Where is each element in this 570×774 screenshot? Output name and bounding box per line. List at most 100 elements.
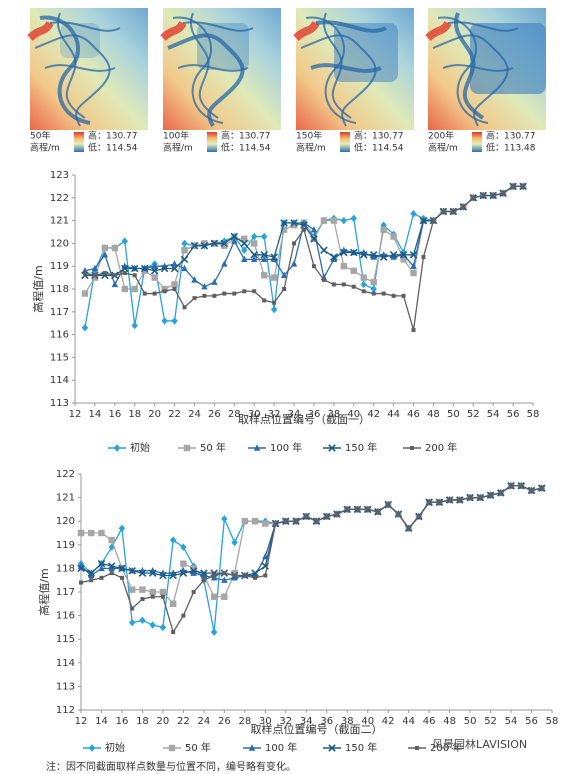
marker [539,486,544,491]
marker [231,538,238,547]
map-river [432,34,509,127]
marker [108,564,115,572]
marker [91,264,99,272]
marker [131,321,138,330]
marker [160,264,169,273]
marker [360,274,367,281]
marker [159,588,167,596]
marker [119,575,124,580]
x-tick-label: 14 [95,716,108,727]
legend-label: 初始 [130,441,150,454]
marker [81,324,89,332]
marker [361,289,366,294]
map-unit: 高程/m [428,142,458,154]
marker [221,242,228,249]
y-tick-label: 121 [56,493,75,504]
x-tick-label: 28 [238,716,251,727]
y-axis-label: 高程值/m [37,568,51,615]
marker [350,214,357,223]
y-tick-label: 123 [50,170,69,181]
x-tick-label: 38 [328,409,341,420]
marker [350,248,358,257]
marker [140,264,149,273]
legend-label: 150 年 [345,441,377,454]
marker [162,289,167,294]
marker [210,239,219,248]
x-tick-label: 34 [300,716,313,727]
line-chart: 112 113 114 115 116 117 118 119 120 121 122 12 14 16 1… [37,469,558,754]
marker [152,291,157,296]
y-tick-label: 114 [50,375,69,386]
marker [270,274,278,281]
series-line [81,485,542,606]
marker [381,291,386,296]
marker [280,219,288,227]
marker [99,575,104,580]
marker [92,273,97,278]
marker [169,571,177,580]
marker [221,576,228,583]
marker [251,232,258,241]
legend-label: 200 年 [425,441,457,454]
map-coast [425,20,452,41]
marker [220,239,229,248]
marker [190,241,199,250]
series-line [84,185,524,331]
map-river [34,34,111,127]
marker [221,515,228,523]
x-tick-label: 48 [427,409,440,420]
x-tick-label: 48 [443,716,456,727]
marker [131,285,138,293]
legend-marker [168,744,176,752]
marker [179,569,188,577]
marker [251,255,258,263]
marker [150,594,155,599]
y-tick-label: 118 [56,563,75,574]
marker [151,262,158,269]
marker [262,520,269,527]
y-tick-label: 113 [50,398,69,409]
legend-marker [410,446,414,450]
legend-marker [415,746,419,750]
marker [365,507,370,512]
map-river [167,33,245,127]
marker [360,280,367,289]
y-tick-label: 116 [56,611,75,622]
x-tick-label: 34 [288,409,301,420]
map-label: 100年 [163,130,189,142]
marker [201,578,206,583]
marker [250,251,258,259]
map-high: 高：130.77 [354,130,404,142]
series-line [80,485,542,633]
map-unit: 高程/m [30,142,60,154]
marker [410,262,417,269]
marker [172,287,177,291]
marker [130,606,135,611]
marker [132,273,137,278]
x-tick-label: 40 [361,716,374,727]
marker [161,317,168,325]
y-tick-label: 117 [50,307,69,318]
series-line [84,185,524,294]
marker [102,271,107,276]
marker [272,300,277,305]
marker [311,264,316,269]
x-tick-label: 24 [188,409,201,420]
marker [89,578,94,583]
y-tick-label: 116 [50,330,69,341]
legend-marker [88,744,96,752]
marker [330,253,338,261]
x-axis-label: 取样点位置编号（截面一） [238,412,370,426]
marker [330,255,338,263]
marker [521,184,526,189]
marker [280,226,288,233]
map-coast [27,20,54,41]
marker [128,586,136,593]
map-river [454,12,485,120]
marker [170,264,179,273]
marker [130,264,139,273]
x-tick-label: 22 [168,409,181,420]
marker [148,569,157,577]
x-tick-label: 32 [279,716,292,727]
